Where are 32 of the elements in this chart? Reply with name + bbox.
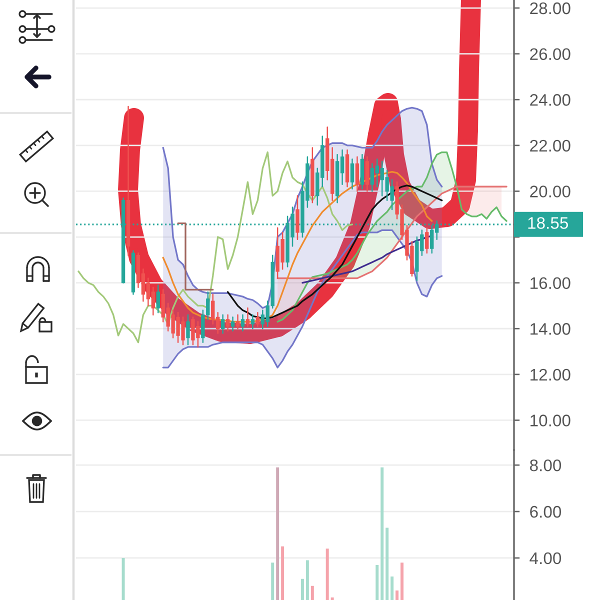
candlestick <box>355 156 360 192</box>
y-tick-label: 16.00 <box>530 277 570 290</box>
y-tick-label: 4.00 <box>530 552 562 564</box>
candlestick <box>250 314 255 330</box>
y-tick-label: 10.00 <box>530 414 570 426</box>
candlestick <box>156 284 160 314</box>
candlestick <box>226 314 230 332</box>
candlestick <box>365 156 370 192</box>
line-series <box>276 151 508 323</box>
y-tick-label: 28.00 <box>530 2 570 14</box>
candlestick <box>230 316 235 332</box>
y-tick-label: 14.00 <box>530 323 570 335</box>
candlestick <box>296 195 300 240</box>
ref-line-label: 18.55 <box>528 217 568 229</box>
line-series <box>276 186 508 280</box>
candlestick <box>186 314 190 346</box>
candlestick <box>256 312 260 327</box>
candlestick <box>220 314 225 334</box>
y-tick-label: 26.00 <box>530 48 570 60</box>
candlestick <box>240 314 245 332</box>
y-tick-label: 22.00 <box>530 140 570 152</box>
y-tick-label: 8.00 <box>530 459 562 472</box>
candlestick <box>425 227 429 254</box>
y-tick-label: 6.00 <box>530 506 562 518</box>
candlestick <box>236 314 240 330</box>
candlestick <box>246 307 250 327</box>
line-series <box>78 151 354 344</box>
y-tick-label: 12.00 <box>530 368 570 381</box>
y-tick-label: 24.00 <box>530 94 570 106</box>
candlestick <box>350 158 354 190</box>
y-tick-label: 20.00 <box>530 186 570 198</box>
line-series <box>162 229 443 368</box>
